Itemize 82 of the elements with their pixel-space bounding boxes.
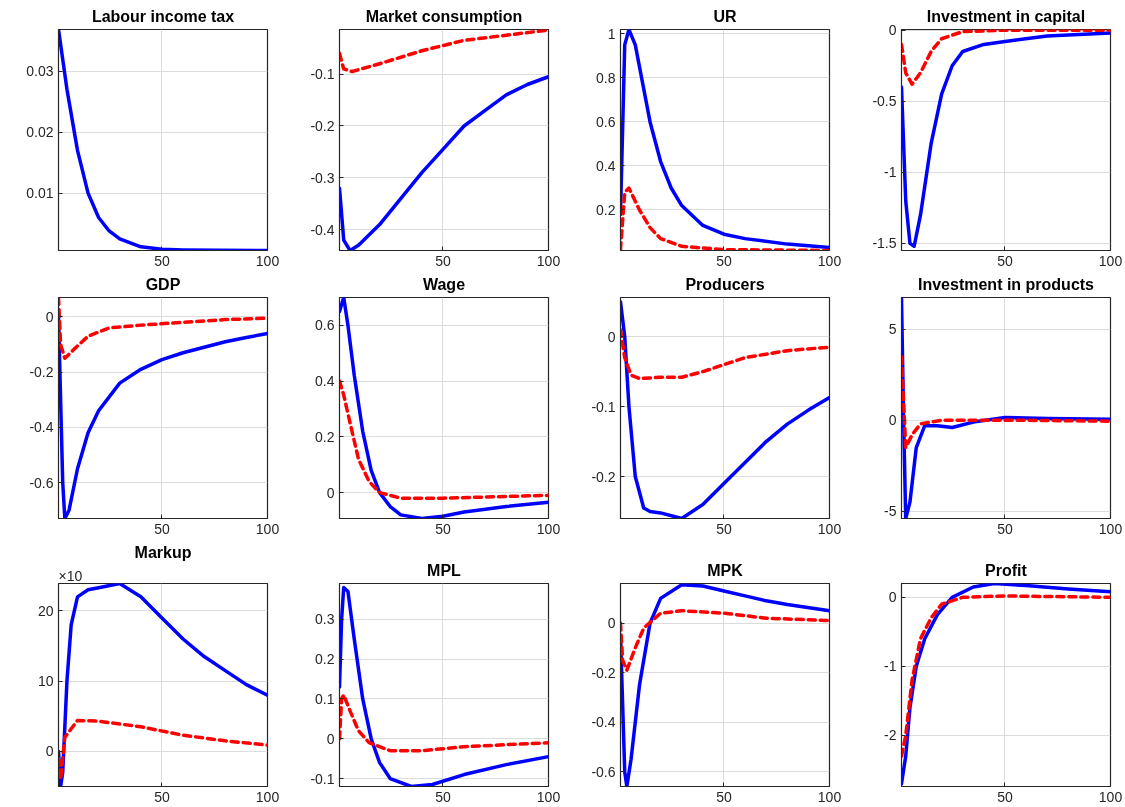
y-tick-label: 0 bbox=[888, 22, 897, 39]
y-tick-label: -1 bbox=[884, 658, 897, 675]
y-tick-label: 5 bbox=[888, 321, 897, 338]
y-tick-label: -0.1 bbox=[591, 398, 616, 415]
y-tick-label: 0.3 bbox=[315, 611, 335, 628]
chart-title: Profit bbox=[985, 561, 1028, 579]
y-tick-label: 0.4 bbox=[596, 157, 616, 174]
x-tick-label: 100 bbox=[536, 520, 561, 537]
y-tick-label: 0.8 bbox=[596, 69, 616, 86]
y-tick-label: -5 bbox=[884, 503, 897, 520]
chart-title: Investment in products bbox=[917, 275, 1095, 293]
y-tick-label: -1.5 bbox=[872, 235, 897, 252]
y-tick-label: 0.6 bbox=[596, 113, 616, 130]
y-tick-label: 0 bbox=[326, 484, 335, 501]
y-tick-label: 10 bbox=[37, 673, 54, 690]
x-tick-label: 100 bbox=[255, 252, 280, 269]
y-tick-label: 0 bbox=[607, 328, 616, 345]
x-tick-label: 100 bbox=[1098, 788, 1123, 805]
x-tick-label: 100 bbox=[255, 788, 280, 805]
y-tick-label: 20 bbox=[37, 602, 54, 619]
chart-title: MPL bbox=[427, 561, 462, 579]
y-tick-label: 0.2 bbox=[315, 651, 335, 668]
y-tick-label: -0.2 bbox=[591, 664, 616, 681]
y-tick-label: -0.4 bbox=[310, 221, 335, 238]
y-tick-label: 0 bbox=[888, 412, 897, 429]
x-tick-label: 50 bbox=[716, 252, 732, 269]
y-tick-label: -0.6 bbox=[29, 474, 54, 491]
chart-title: GDP bbox=[145, 275, 181, 293]
x-tick-label: 100 bbox=[255, 520, 280, 537]
y-tick-label: 0 bbox=[326, 730, 335, 747]
y-tick-label: 0 bbox=[45, 743, 54, 760]
y-tick-label: 0.1 bbox=[315, 690, 335, 707]
y-tick-label: 1 bbox=[607, 25, 616, 42]
y-tick-label: -0.4 bbox=[29, 419, 54, 436]
x-tick-label: 50 bbox=[716, 520, 732, 537]
y-tick-label: -0.2 bbox=[591, 468, 616, 485]
y-tick-label: 0.02 bbox=[26, 124, 54, 141]
x-tick-label: 50 bbox=[997, 252, 1013, 269]
y-tick-label: -1 bbox=[884, 164, 897, 181]
chart-title: Producers bbox=[685, 275, 765, 293]
x-tick-label: 50 bbox=[154, 520, 170, 537]
y-tick-label: -0.1 bbox=[310, 770, 335, 787]
y-tick-label: -0.4 bbox=[591, 714, 616, 731]
x-tick-label: 100 bbox=[1098, 520, 1123, 537]
chart-title: Market consumption bbox=[365, 7, 523, 25]
x-tick-label: 50 bbox=[997, 788, 1013, 805]
y-tick-label: -0.1 bbox=[310, 66, 335, 83]
chart-title: UR bbox=[713, 7, 737, 25]
y-tick-label: 0 bbox=[45, 308, 54, 325]
y-tick-label: -0.2 bbox=[29, 364, 54, 381]
x-tick-label: 100 bbox=[817, 788, 842, 805]
x-tick-label: 100 bbox=[536, 252, 561, 269]
chart-title: MPK bbox=[707, 561, 744, 579]
y-tick-label: 0 bbox=[888, 589, 897, 606]
y-tick-label: 0.6 bbox=[315, 317, 335, 334]
x-tick-label: 50 bbox=[154, 788, 170, 805]
x-tick-label: 100 bbox=[817, 252, 842, 269]
x-tick-label: 50 bbox=[435, 520, 451, 537]
x-tick-label: 50 bbox=[997, 520, 1013, 537]
y-tick-label: -0.6 bbox=[591, 763, 616, 780]
y-tick-label: 0.4 bbox=[315, 373, 335, 390]
chart-title: Markup bbox=[134, 543, 192, 561]
x-tick-label: 50 bbox=[716, 788, 732, 805]
chart-title: Wage bbox=[422, 275, 466, 293]
chart-title: Labour income tax bbox=[91, 7, 235, 25]
y-tick-label: -0.2 bbox=[310, 117, 335, 134]
y-tick-label: 0.2 bbox=[315, 428, 335, 445]
x-tick-label: 50 bbox=[154, 252, 170, 269]
chart-title: Investment in capital bbox=[926, 7, 1086, 25]
y-tick-label: -2 bbox=[884, 727, 897, 744]
x-tick-label: 100 bbox=[1098, 252, 1123, 269]
y-tick-label: -0.5 bbox=[872, 93, 897, 110]
y-tick-label: 0 bbox=[607, 615, 616, 632]
y-tick-label: 0.2 bbox=[596, 202, 616, 218]
x-tick-label: 50 bbox=[435, 252, 451, 269]
y-tick-label: -0.3 bbox=[310, 169, 335, 186]
annotation: ×10 bbox=[58, 567, 83, 584]
x-tick-label: 100 bbox=[536, 788, 561, 805]
x-tick-label: 100 bbox=[817, 520, 842, 537]
y-tick-label: 0.03 bbox=[26, 63, 54, 80]
y-tick-label: 0.01 bbox=[26, 185, 54, 202]
x-tick-label: 50 bbox=[435, 788, 451, 805]
